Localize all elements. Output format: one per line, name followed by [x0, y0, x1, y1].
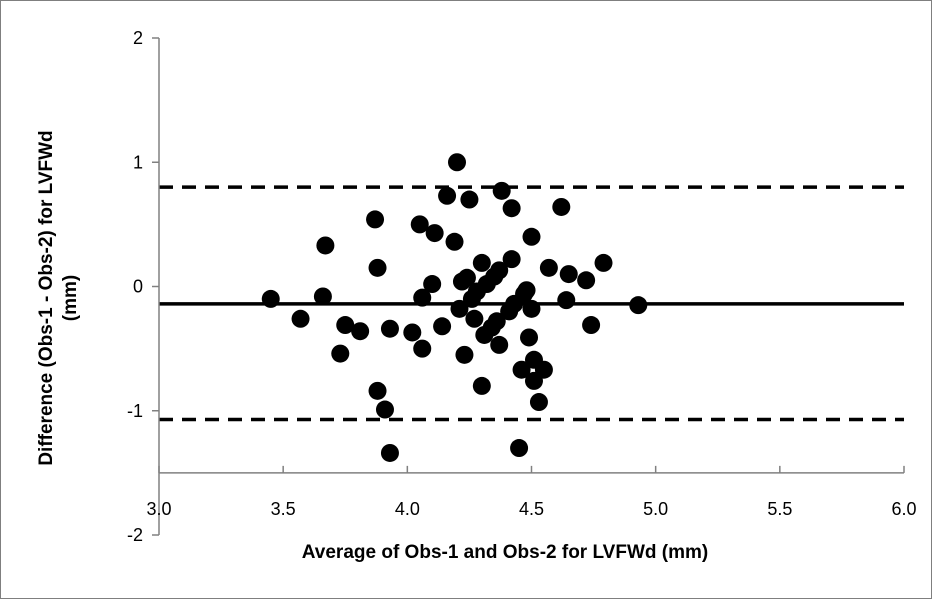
axes — [152, 37, 905, 536]
y-tick-label: -2 — [127, 525, 143, 545]
data-point — [261, 289, 280, 308]
data-point — [366, 210, 385, 229]
y-tick-label: 2 — [133, 28, 143, 48]
data-points — [261, 153, 648, 462]
data-point — [520, 328, 539, 347]
y-axis-title: Difference (Obs-1 - Obs-2) for LVFWd (mm… — [36, 130, 81, 465]
y-axis-title-line-1: Difference (Obs-1 - Obs-2) for LVFWd — [36, 130, 57, 465]
y-tick-label: 1 — [133, 152, 143, 172]
data-point — [539, 258, 558, 277]
data-point — [490, 335, 509, 354]
data-point — [559, 265, 578, 284]
data-point — [522, 227, 541, 246]
data-point — [472, 253, 491, 272]
y-tick-label: 0 — [133, 277, 143, 297]
x-axis-title: Average of Obs-1 and Obs-2 for LVFWd (mm… — [302, 542, 708, 563]
data-point — [413, 288, 432, 307]
data-point — [423, 275, 442, 294]
x-tick-label: 5.5 — [767, 499, 792, 519]
y-axis-title-line-2: (mm) — [60, 275, 81, 321]
data-point — [448, 153, 466, 172]
data-point — [413, 339, 432, 358]
data-point — [380, 319, 399, 338]
data-point — [472, 376, 491, 395]
data-point — [375, 400, 394, 419]
data-point — [502, 250, 521, 269]
data-point — [403, 323, 422, 342]
x-tick-label: 4.0 — [395, 499, 420, 519]
x-tick-label: 4.5 — [519, 499, 544, 519]
data-point — [450, 299, 469, 318]
data-point — [410, 215, 429, 234]
data-point — [517, 281, 536, 300]
x-tick-label: 3.5 — [271, 499, 296, 519]
data-point — [512, 360, 531, 379]
data-point — [492, 181, 511, 200]
data-point — [331, 344, 350, 363]
data-point — [445, 232, 464, 251]
x-tick-labels: 3.0 3.5 4.0 4.5 5.0 5.5 6.0 — [146, 499, 916, 519]
data-point — [457, 268, 476, 287]
data-point — [510, 439, 529, 458]
data-point — [534, 360, 553, 379]
data-point — [438, 186, 457, 205]
data-point — [529, 393, 548, 412]
x-tick-label: 6.0 — [891, 499, 916, 519]
data-point — [487, 312, 506, 331]
data-point — [582, 316, 601, 335]
data-point — [380, 443, 399, 462]
data-point — [316, 236, 335, 255]
data-point — [557, 291, 576, 310]
data-point — [368, 381, 387, 400]
y-tick-labels: 2 1 0 -1 -2 — [127, 28, 143, 545]
data-point — [629, 296, 648, 315]
data-point — [313, 287, 332, 306]
data-point — [433, 317, 452, 336]
data-point — [291, 309, 310, 328]
x-tick-label: 3.0 — [146, 499, 171, 519]
data-point — [552, 197, 571, 216]
data-point — [368, 258, 387, 277]
data-point — [594, 253, 613, 272]
data-point — [502, 199, 521, 218]
data-point — [577, 271, 596, 290]
data-point — [351, 322, 370, 341]
data-point — [460, 190, 479, 209]
data-point — [490, 261, 509, 280]
data-point — [465, 309, 484, 328]
data-point — [522, 299, 541, 318]
y-tick-label: -1 — [127, 401, 143, 421]
data-point — [455, 345, 474, 364]
x-tick-label: 5.0 — [643, 499, 668, 519]
data-point — [336, 316, 355, 335]
data-point — [425, 224, 444, 243]
